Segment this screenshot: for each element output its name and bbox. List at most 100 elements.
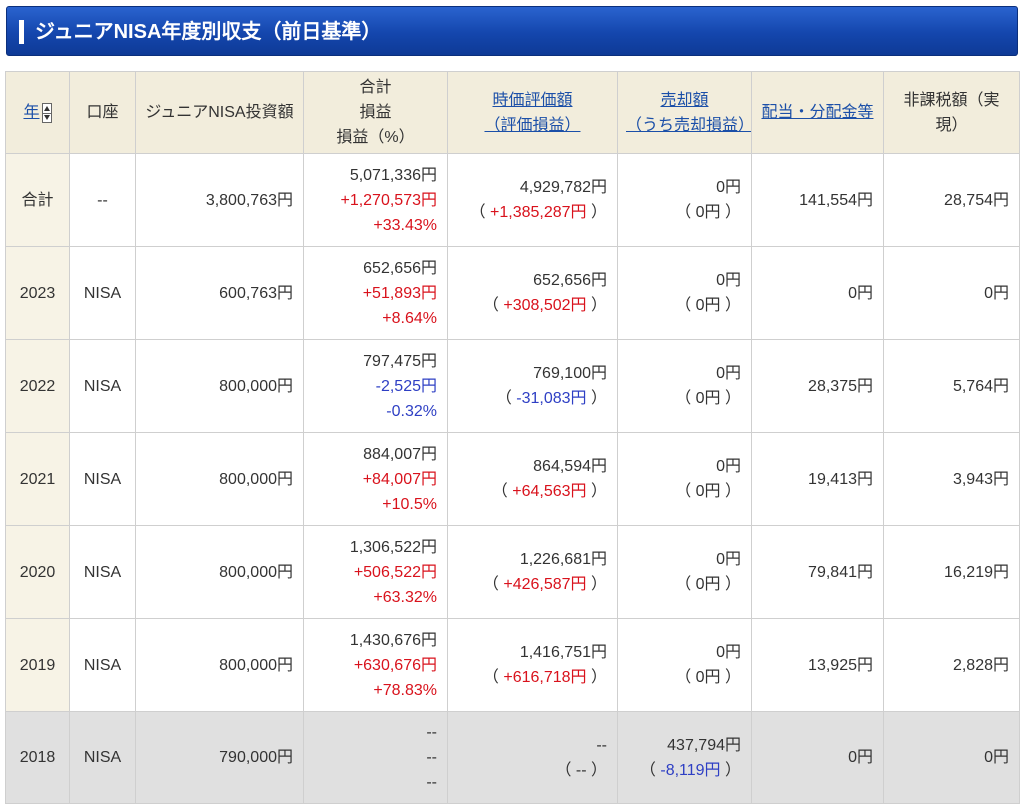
cell-invest: 790,000円 — [135, 711, 304, 804]
cell-taxfree: 28,754円 — [883, 153, 1020, 247]
cell-market: 1,416,751円 （ +616,718円 ） — [447, 618, 618, 712]
cell-invest: 600,763円 — [135, 246, 304, 340]
cell-account: NISA — [69, 618, 136, 712]
total-gain-pct: +33.43% — [373, 216, 437, 234]
cell-invest: 3,800,763円 — [135, 153, 304, 247]
total-value: 884,007円 — [363, 445, 437, 463]
header-account: 口座 — [69, 71, 136, 154]
sale-gain-value: 0円 — [695, 297, 721, 314]
cell-sale: 0円（ 0円 ） — [617, 525, 752, 619]
cell-invest: 800,000円 — [135, 618, 304, 712]
header-dividend[interactable]: 配当・分配金等 — [751, 71, 884, 154]
cell-taxfree: 0円 — [883, 246, 1020, 340]
cell-account: NISA — [69, 711, 136, 804]
cell-year: 2018 — [5, 711, 70, 804]
sale-gain: （ 0円 ） — [675, 576, 741, 593]
cell-invest: 800,000円 — [135, 339, 304, 433]
annual-balance-table: 年 口座 ジュニアNISA投資額 合計 損益 損益（%） 時価評価額 （評価損益… — [5, 71, 1020, 804]
market-gain: （ +426,587円 ） — [482, 576, 607, 593]
market-gain-value: +64,563円 — [512, 483, 587, 500]
total-gain: -- — [426, 749, 437, 766]
sale-value: 0円 — [716, 458, 741, 475]
sale-gain-value: 0円 — [695, 576, 721, 593]
market-value: 4,929,782円 — [519, 179, 607, 196]
sort-market-link[interactable]: 時価評価額 — [492, 91, 573, 109]
sort-year-link[interactable]: 年 — [23, 104, 40, 121]
total-gain: -2,525円 — [375, 377, 437, 395]
total-gain: +84,007円 — [362, 470, 437, 488]
market-gain: （ +308,502円 ） — [482, 297, 607, 314]
cell-dividend: 141,554円 — [751, 153, 884, 247]
sort-sale-link[interactable]: 売却額 — [660, 91, 709, 109]
sale-gain-value: 0円 — [695, 669, 721, 686]
sale-gain: （ 0円 ） — [675, 669, 741, 686]
header-sale[interactable]: 売却額 （うち売却損益） — [617, 71, 752, 154]
total-gain-pct: +10.5% — [382, 495, 437, 513]
cell-dividend: 0円 — [751, 246, 884, 340]
cell-total: 5,071,336円 +1,270,573円 +33.43% — [303, 153, 448, 247]
cell-market: 4,929,782円 （ +1,385,287円 ） — [447, 153, 618, 247]
cell-taxfree: 2,828円 — [883, 618, 1020, 712]
market-gain-value: +426,587円 — [503, 576, 587, 593]
sale-gain: （ -8,119円 ） — [639, 761, 741, 779]
market-value: 769,100円 — [533, 365, 607, 382]
total-gain-pct: -0.32% — [386, 402, 437, 420]
table-body: 合計 -- 3,800,763円 5,071,336円 +1,270,573円 +33.4… — [5, 153, 1020, 804]
cell-dividend: 19,413円 — [751, 432, 884, 526]
cell-market: -- （ -- ） — [447, 711, 618, 804]
sale-value: 0円 — [716, 179, 741, 196]
cell-account: -- — [69, 153, 136, 247]
cell-sale: 0円（ 0円 ） — [617, 432, 752, 526]
cell-total: 652,656円 +51,893円 +8.64% — [303, 246, 448, 340]
table-row: 2021 NISA 800,000円 884,007円 +84,007円 +10.5% 86… — [5, 432, 1020, 526]
header-total-line2: 損益 — [359, 104, 392, 121]
header-year[interactable]: 年 — [5, 71, 70, 154]
sale-gain: （ 0円 ） — [675, 204, 741, 221]
market-gain-value: -- — [575, 761, 587, 779]
cell-account: NISA — [69, 339, 136, 433]
sale-gain-value: 0円 — [695, 390, 721, 407]
cell-total: 1,430,676円 +630,676円 +78.83% — [303, 618, 448, 712]
total-value: 652,656円 — [363, 259, 437, 277]
cell-total: 884,007円 +84,007円 +10.5% — [303, 432, 448, 526]
sale-value: 0円 — [716, 644, 741, 661]
total-gain: +51,893円 — [362, 284, 437, 302]
cell-dividend: 0円 — [751, 711, 884, 804]
cell-dividend: 79,841円 — [751, 525, 884, 619]
total-gain: +1,270,573円 — [340, 191, 437, 209]
sort-sale-gain-link[interactable]: （うち売却損益） — [626, 116, 752, 134]
cell-taxfree: 3,943円 — [883, 432, 1020, 526]
sale-gain-value: 0円 — [695, 204, 721, 221]
total-gain: +506,522円 — [353, 563, 437, 581]
header-market[interactable]: 時価評価額 （評価損益） — [447, 71, 618, 154]
cell-account: NISA — [69, 246, 136, 340]
cell-invest: 800,000円 — [135, 432, 304, 526]
market-value: 1,416,751円 — [519, 644, 607, 661]
cell-total: 1,306,522円 +506,522円 +63.32% — [303, 525, 448, 619]
header-total-line3: 損益（%） — [336, 129, 415, 146]
market-gain: （ -- ） — [555, 761, 607, 779]
market-value: -- — [596, 736, 607, 754]
market-value: 652,656円 — [533, 272, 607, 289]
total-value: 797,475円 — [363, 352, 437, 370]
header-total: 合計 損益 損益（%） — [303, 71, 448, 154]
sale-gain: （ 0円 ） — [675, 297, 741, 314]
page-title: ジュニアNISA年度別収支（前日基準） — [35, 21, 382, 43]
header-total-line1: 合計 — [359, 79, 392, 96]
cell-dividend: 13,925円 — [751, 618, 884, 712]
sort-dividend-link[interactable]: 配当・分配金等 — [761, 104, 874, 121]
cell-market: 1,226,681円 （ +426,587円 ） — [447, 525, 618, 619]
sale-value: 0円 — [716, 551, 741, 568]
total-value: -- — [426, 724, 437, 741]
cell-market: 769,100円 （ -31,083円 ） — [447, 339, 618, 433]
sort-market-gain-link[interactable]: （評価損益） — [484, 116, 581, 134]
sort-up-down-icon[interactable] — [41, 102, 52, 123]
sale-value: 437,794円 — [667, 736, 741, 754]
cell-year: 合計 — [5, 153, 70, 247]
market-value: 864,594円 — [533, 458, 607, 475]
market-gain: （ +1,385,287円 ） — [469, 204, 607, 221]
market-gain-value: +1,385,287円 — [490, 204, 587, 221]
sale-value: 0円 — [716, 365, 741, 382]
cell-sale: 437,794円 （ -8,119円 ） — [617, 711, 752, 804]
cell-taxfree: 5,764円 — [883, 339, 1020, 433]
